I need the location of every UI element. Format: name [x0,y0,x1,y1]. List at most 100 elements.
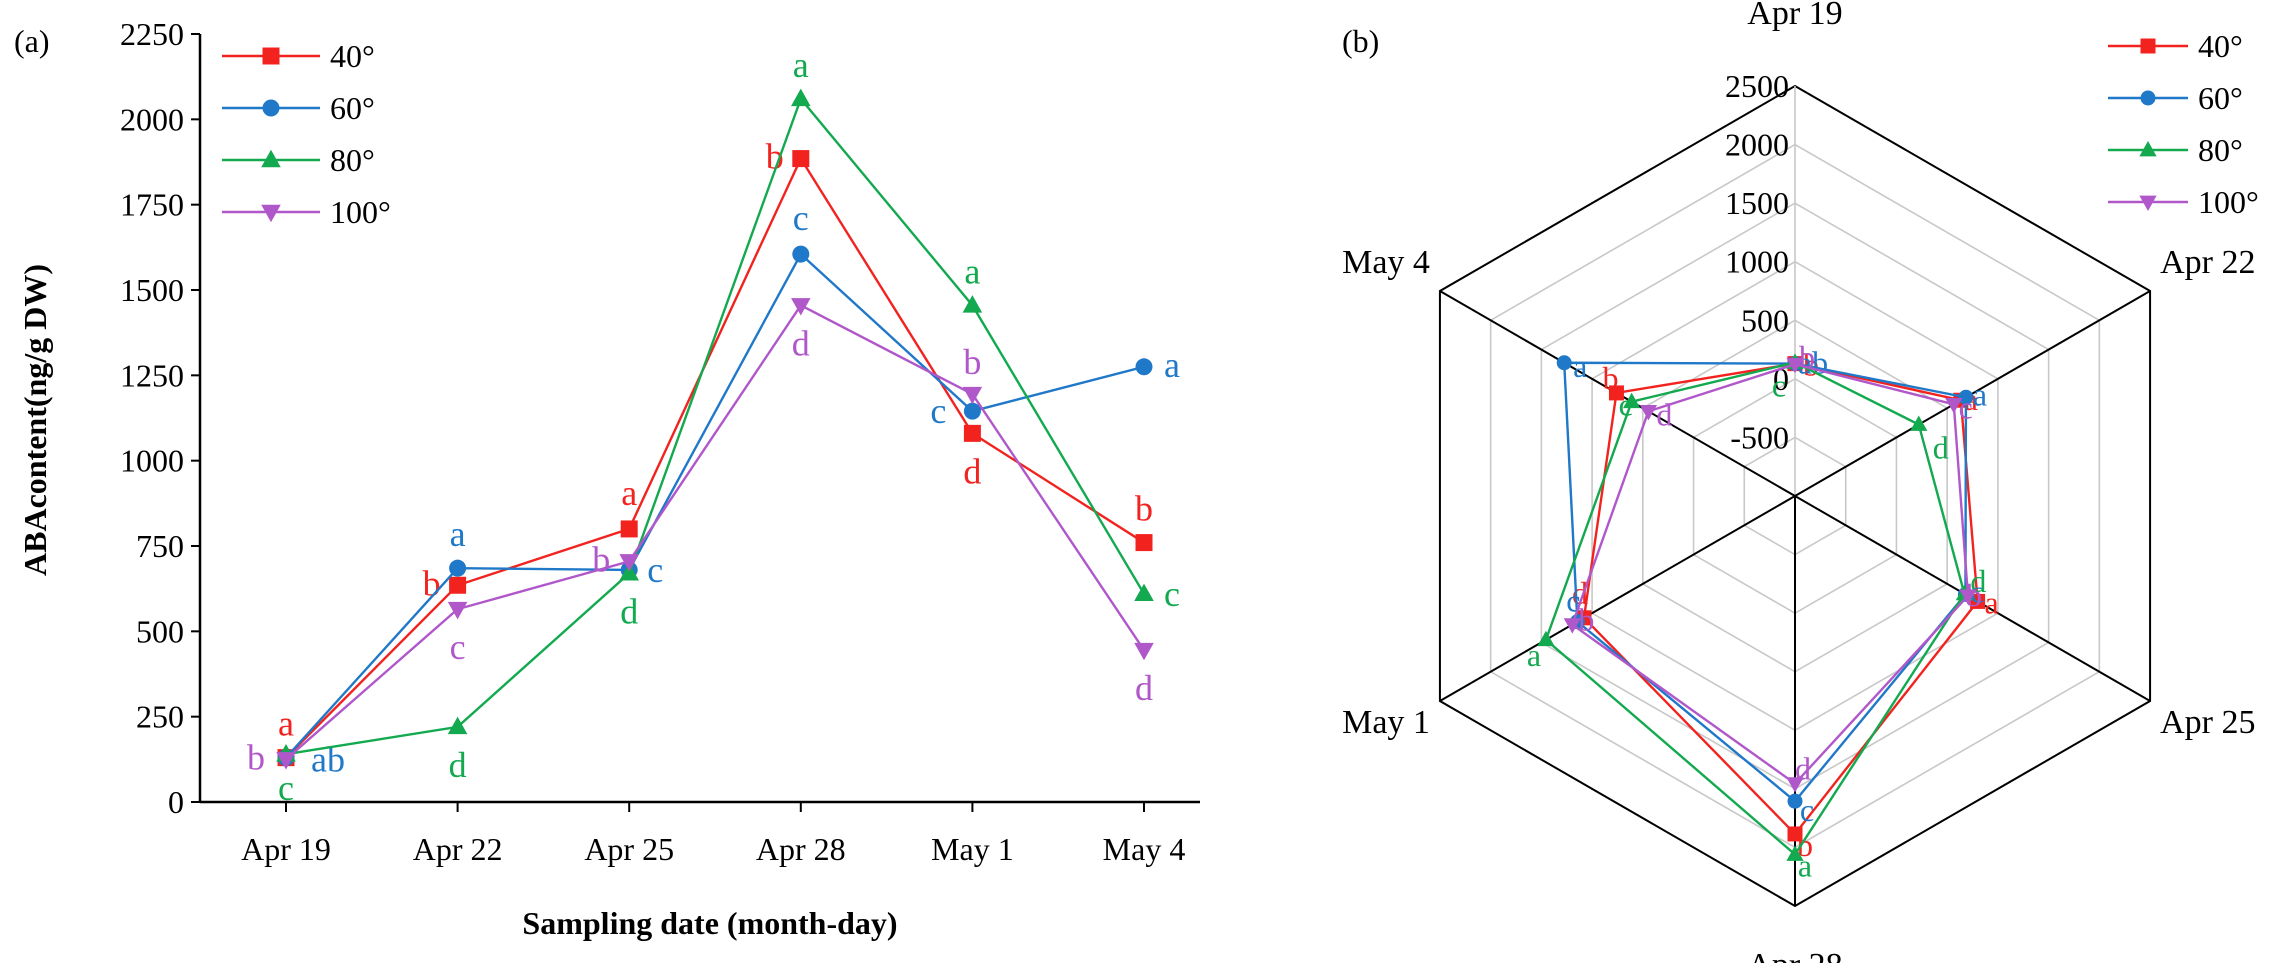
data-point [963,424,981,442]
data-point [619,554,639,572]
radar-significance-letter: b [1799,339,1815,375]
radar-data-point [1537,630,1555,647]
legend-item-60: 60° [222,90,375,126]
radar-legend-marker [2139,195,2157,211]
radar-legend-marker [2139,141,2157,157]
radar-data-point [1910,415,1928,431]
radar-significance-letter: b [1578,602,1594,638]
panel-b-legend: 40° 60° 80° 100° [2108,28,2259,220]
legend-marker [262,47,280,65]
significance-letter: d [449,745,467,785]
data-point [963,402,981,420]
radar-significance-letter: c [1772,367,1786,403]
significance-letter: c [930,391,946,431]
significance-letter: a [1164,345,1180,385]
radar-ring-label: 2500 [1725,68,1789,104]
radar-legend-label: 40° [2198,28,2243,64]
radar-legend-marker [2140,90,2156,106]
radar-significance-letter: c [1800,792,1814,828]
y-tick-label: 750 [136,528,184,564]
significance-letter: a [964,251,980,291]
series-line-40 [285,156,1145,759]
significance-letter: d [620,591,638,631]
data-point [447,716,468,735]
panel-b-label: (b) [1342,23,1379,59]
radar-data-point [1556,355,1572,371]
significance-letter: b [592,539,610,579]
radar-significance-letter: b [1602,360,1618,396]
data-point [620,520,638,538]
panel-a-label: (a) [14,23,50,59]
radar-significance-letter: a [1527,637,1541,673]
data-point [1134,583,1154,602]
legend-label: 60° [330,90,375,126]
significance-letter: a [278,704,294,744]
radar-data-point [1970,593,1986,609]
data-point [962,386,983,405]
legend-marker [261,149,281,168]
significance-letter: d [792,323,810,363]
y-tick-label: 2250 [120,16,184,52]
x-tick-label: Apr 25 [584,831,674,867]
radar-significance-letter: a [1573,348,1587,384]
radar-data-point [1958,389,1974,405]
radar-data-point [1786,845,1804,861]
y-tick-label: 2000 [120,101,184,137]
radar-legend-label: 100° [2198,184,2259,220]
radar-axis-label: Apr 22 [2160,244,2255,281]
radar-axis-label: May 1 [1342,704,1430,741]
data-point [619,563,639,581]
radar-legend-item-100: 100° [2108,184,2259,220]
significance-letter: a [450,514,466,554]
series-line-100 [285,303,1145,761]
radar-data-point [1786,357,1804,374]
radar-spoke [1794,290,2151,497]
radar-significance-letter: d [1656,396,1672,432]
x-tick-label: Apr 28 [756,831,846,867]
legend-label: 100° [330,194,391,230]
y-tick-label: 500 [136,613,184,649]
significance-letter: c [647,550,663,590]
radar-data-point [1787,826,1803,842]
series-60: a b a c c c a [277,198,1180,780]
radar-legend-item-40: 40° [2108,28,2243,64]
radar-data-point [1623,392,1641,409]
legend-label: 80° [330,142,375,178]
radar-spoke [1439,495,1796,702]
radar-significance-letter: b [1797,827,1813,863]
x-tick-label: May 1 [931,831,1014,867]
radar-significance-letter: ab [1798,345,1828,381]
series-line-60 [285,252,1145,759]
panel-a-line-chart: (a) Sampling date (month-day) ABAcontent… [14,16,1200,941]
significance-letter: b [247,737,265,777]
series-line-80 [285,96,1146,756]
significance-letter: b [963,342,981,382]
radar-significance-letter: a [1798,847,1812,883]
legend-marker [262,99,280,117]
radar-axis-label: Apr 25 [2160,704,2255,741]
data-point [792,150,810,168]
radar-significance-letter: c [1970,573,1984,609]
significance-letter: c [450,627,466,667]
radar-significance-letter: b [1966,577,1982,613]
significance-letter: d [1135,668,1153,708]
radar-data-point [1786,777,1804,793]
significance-letter: b [766,137,784,177]
legend-item-100: 100° [222,194,391,230]
radar-data-point [1787,793,1803,809]
data-point [962,295,983,313]
y-tick-label: 1000 [120,443,184,479]
radar-axis-label: Apr 28 [1747,947,1842,963]
significance-letter: c [278,768,294,808]
data-point [447,601,468,620]
radar-axis-label: May 4 [1342,244,1430,281]
radar-legend-marker [2140,38,2156,54]
y-tick-label: 0 [168,784,184,820]
significance-letter: b [1135,489,1153,529]
radar-significance-letter: a [1973,376,1987,412]
